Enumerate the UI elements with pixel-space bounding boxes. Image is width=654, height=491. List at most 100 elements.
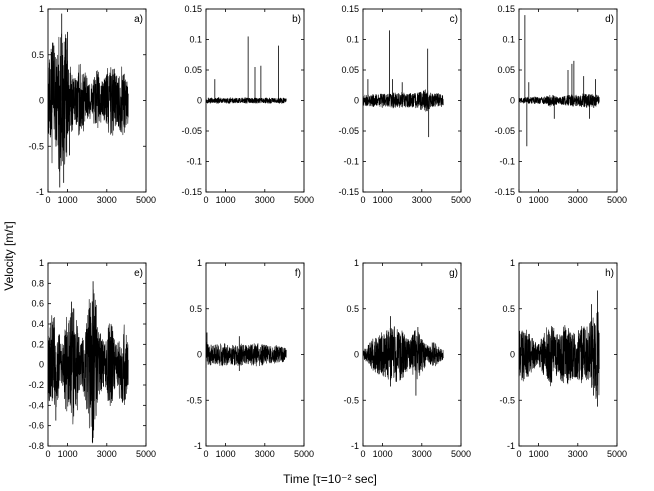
y-tick-label: 0 bbox=[510, 350, 515, 360]
velocity-trace bbox=[205, 97, 287, 104]
x-tick-label: 0 bbox=[516, 195, 521, 205]
y-tick-label: 0 bbox=[39, 96, 44, 106]
x-tick-label: 1000 bbox=[216, 195, 236, 205]
x-tick-label: 3000 bbox=[255, 449, 275, 459]
x-tick-label: 1000 bbox=[373, 449, 393, 459]
x-axis-title: Time [τ=10⁻² sec] bbox=[283, 472, 377, 486]
y-tick-label: 0.5 bbox=[189, 304, 202, 314]
y-tick-label: 0 bbox=[510, 96, 515, 106]
x-tick-label: 3000 bbox=[97, 449, 117, 459]
y-tick-label: 0 bbox=[39, 360, 44, 370]
y-tick-label: 0.1 bbox=[502, 35, 515, 45]
y-axis-title: Velocity [m/τ] bbox=[2, 221, 16, 290]
panel-label: g) bbox=[449, 268, 458, 279]
y-tick-label: 0 bbox=[197, 96, 202, 106]
panel-label: e) bbox=[134, 268, 143, 279]
x-tick-label: 3000 bbox=[255, 195, 275, 205]
x-tick-label: 3000 bbox=[568, 449, 588, 459]
y-tick-label: 1 bbox=[510, 258, 515, 268]
y-tick-label: -1 bbox=[36, 187, 44, 197]
y-tick-label: 1 bbox=[354, 258, 359, 268]
x-tick-label: 3000 bbox=[412, 449, 432, 459]
x-tick-label: 5000 bbox=[607, 195, 627, 205]
y-tick-label: -0.4 bbox=[28, 400, 44, 410]
panel-f: -1 -0.5 0 0.5 1 0 1000 3000 5000 f) bbox=[186, 258, 314, 459]
y-tick-label: 0.15 bbox=[497, 4, 515, 14]
x-tick-label: 0 bbox=[516, 449, 521, 459]
x-tick-label: 0 bbox=[360, 195, 365, 205]
x-tick-label: 1000 bbox=[529, 449, 549, 459]
y-tick-label: -1 bbox=[194, 441, 202, 451]
x-tick-label: 1000 bbox=[58, 195, 78, 205]
y-tick-label: 1 bbox=[197, 258, 202, 268]
x-tick-label: 0 bbox=[45, 449, 50, 459]
y-tick-label: -1 bbox=[351, 441, 359, 451]
y-tick-label: 0.05 bbox=[497, 65, 515, 75]
velocity-trace bbox=[518, 311, 600, 400]
y-tick-label: -0.5 bbox=[186, 395, 202, 405]
y-tick-label: 0.5 bbox=[346, 304, 359, 314]
y-tick-label: 0 bbox=[354, 350, 359, 360]
panel-g: -1 -0.5 0 0.5 1 0 1000 3000 5000 g) bbox=[343, 258, 471, 459]
x-tick-label: 5000 bbox=[294, 449, 314, 459]
x-tick-label: 5000 bbox=[607, 449, 627, 459]
y-tick-label: 0.4 bbox=[31, 319, 44, 329]
y-tick-label: -0.1 bbox=[343, 157, 359, 167]
velocity-trace bbox=[362, 326, 444, 382]
velocity-trace bbox=[47, 289, 129, 444]
panel-label: h) bbox=[605, 268, 614, 279]
y-tick-label: 0.1 bbox=[346, 35, 359, 45]
velocity-trace bbox=[518, 93, 600, 108]
velocity-trace bbox=[47, 33, 129, 172]
y-tick-label: 1 bbox=[39, 258, 44, 268]
panel-label: f) bbox=[295, 268, 301, 279]
y-tick-label: 0.05 bbox=[184, 65, 202, 75]
plot-frame bbox=[47, 262, 147, 447]
y-tick-label: -1 bbox=[507, 441, 515, 451]
panel-c: -0.15 -0.1 -0.05 0 0.05 0.1 0.15 0 1000 3000 5000 c… bbox=[338, 4, 471, 205]
x-tick-label: 0 bbox=[45, 195, 50, 205]
y-tick-label: -0.5 bbox=[499, 395, 515, 405]
y-tick-label: -0.15 bbox=[338, 187, 359, 197]
y-tick-label: 0.6 bbox=[31, 299, 44, 309]
x-tick-label: 3000 bbox=[568, 195, 588, 205]
x-tick-label: 1000 bbox=[373, 195, 393, 205]
panel-label: b) bbox=[292, 14, 301, 25]
x-tick-label: 0 bbox=[203, 449, 208, 459]
x-tick-label: 1000 bbox=[58, 449, 78, 459]
x-tick-label: 5000 bbox=[294, 195, 314, 205]
panel-a: -1 -0.5 0 0.5 1 0 1000 3000 5000 a) bbox=[28, 4, 156, 205]
y-tick-label: 0.8 bbox=[31, 278, 44, 288]
y-tick-label: -0.5 bbox=[343, 395, 359, 405]
y-tick-label: 0.5 bbox=[502, 304, 515, 314]
y-tick-label: -0.2 bbox=[28, 380, 44, 390]
x-tick-label: 3000 bbox=[97, 195, 117, 205]
y-tick-label: -0.1 bbox=[499, 157, 515, 167]
panel-label: a) bbox=[134, 14, 143, 25]
x-tick-label: 0 bbox=[203, 195, 208, 205]
panel-h: -1 -0.5 0 0.5 1 0 1000 3000 5000 h) bbox=[499, 258, 627, 459]
y-tick-label: 0.1 bbox=[189, 35, 202, 45]
y-tick-label: 0.15 bbox=[341, 4, 359, 14]
y-tick-label: -0.1 bbox=[186, 157, 202, 167]
panel-b: -0.15 -0.1 -0.05 0 0.05 0.1 0.15 0 1000 3000 5000 b… bbox=[181, 4, 314, 205]
x-tick-label: 1000 bbox=[216, 449, 236, 459]
y-tick-label: 0 bbox=[354, 96, 359, 106]
y-tick-label: 0.15 bbox=[184, 4, 202, 14]
y-tick-label: -0.05 bbox=[494, 126, 515, 136]
panel-e: -0.8 -0.6 -0.4 -0.2 0 0.2 0.4 0.6 0.8 1 0 1000 3000 5… bbox=[28, 258, 156, 459]
x-tick-label: 5000 bbox=[136, 195, 156, 205]
y-tick-label: 0 bbox=[197, 350, 202, 360]
velocity-trace bbox=[205, 341, 287, 368]
y-tick-label: -0.15 bbox=[494, 187, 515, 197]
y-tick-label: 1 bbox=[39, 4, 44, 14]
y-tick-label: -0.6 bbox=[28, 421, 44, 431]
panel-label: d) bbox=[605, 14, 614, 25]
velocity-trace bbox=[362, 89, 444, 112]
x-tick-label: 0 bbox=[360, 449, 365, 459]
y-tick-label: -0.15 bbox=[181, 187, 202, 197]
panel-grid: -1-0.500.510 1000 3000 5000a)-0.15-0.1-0.05… bbox=[28, 4, 627, 459]
y-tick-label: 0.5 bbox=[31, 50, 44, 60]
x-tick-label: 5000 bbox=[451, 449, 471, 459]
